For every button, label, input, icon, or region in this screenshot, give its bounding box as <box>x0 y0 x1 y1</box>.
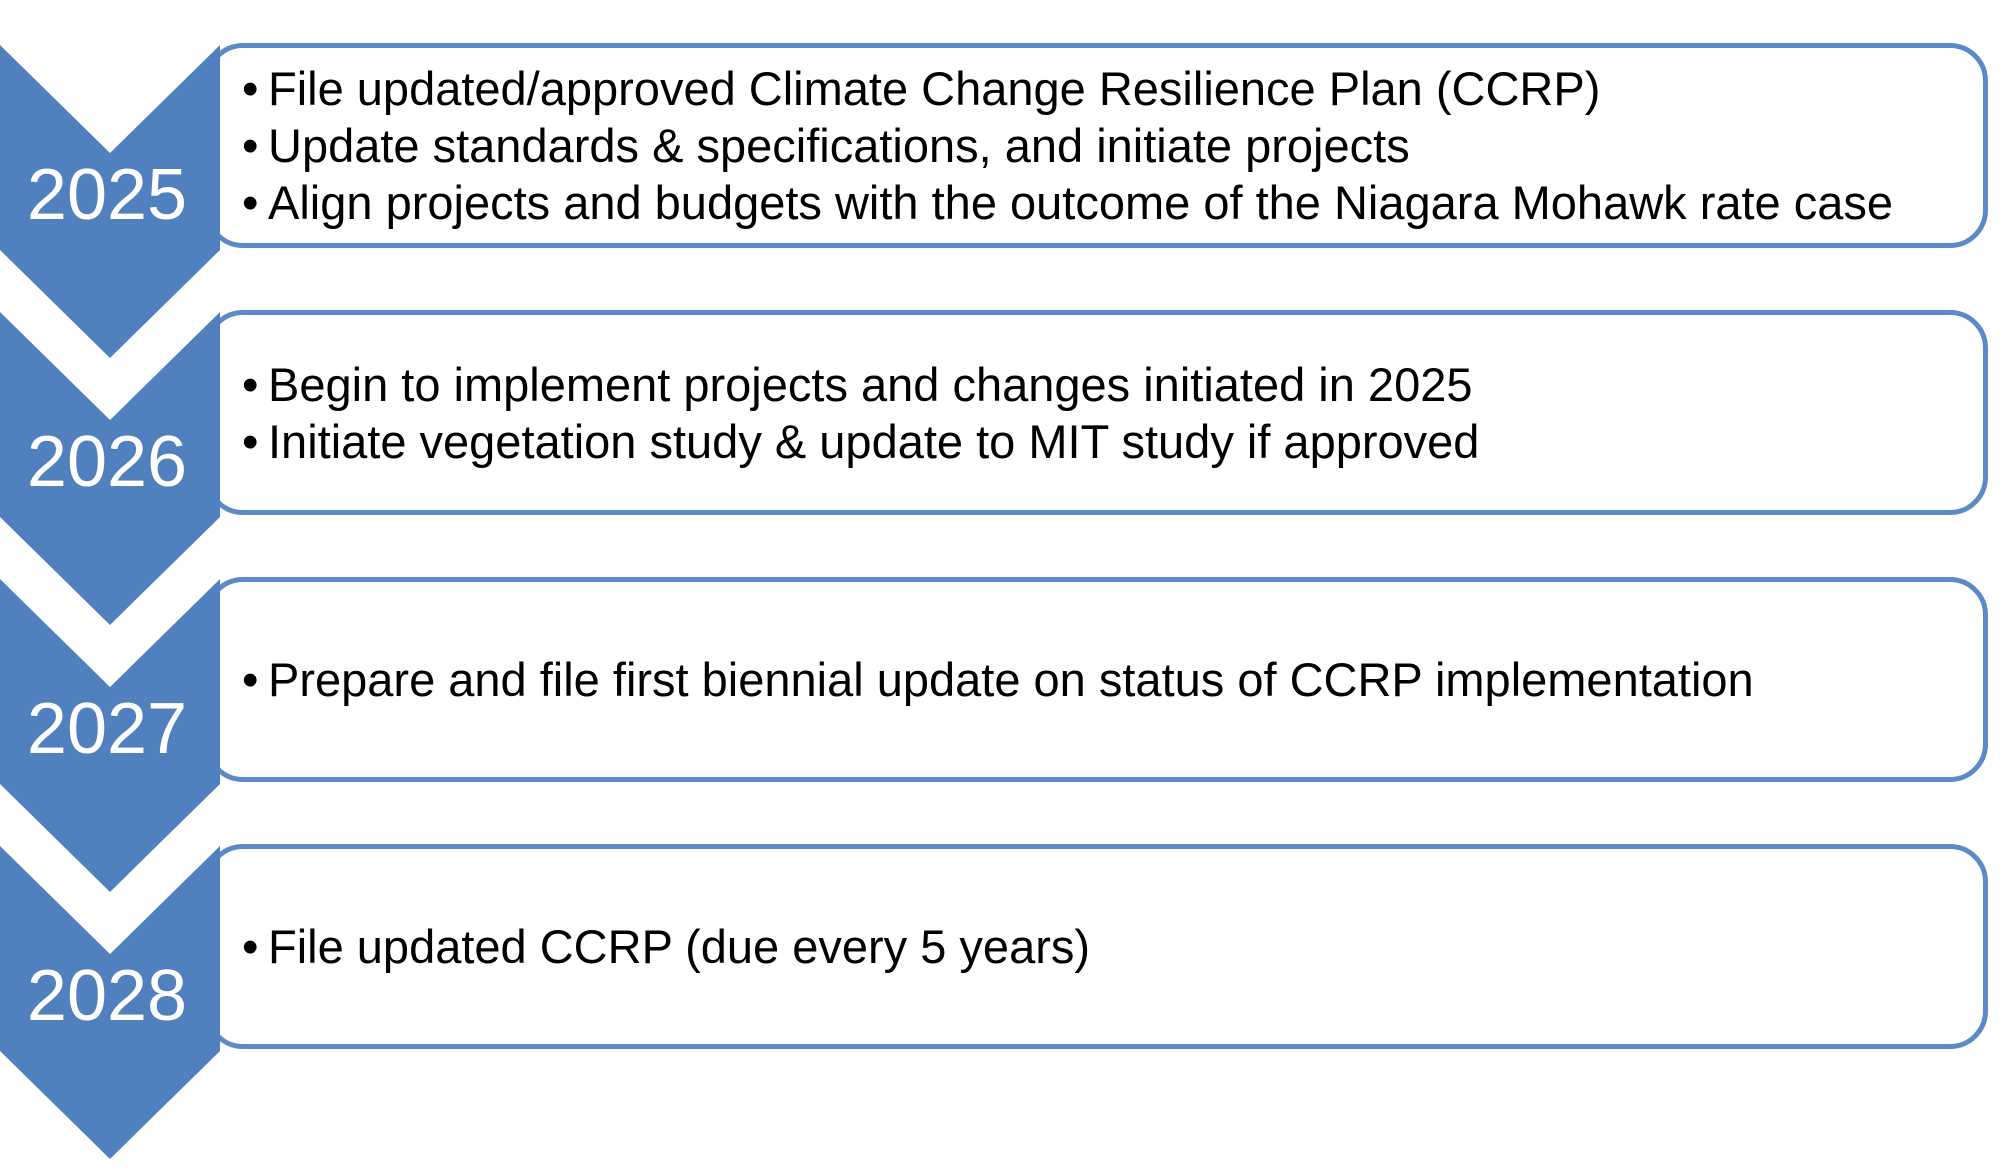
bullet-text: Align projects and budgets with the outc… <box>268 176 1894 229</box>
bullet-text: File updated CCRP (due every 5 years) <box>268 920 1091 973</box>
bullet-marker: • <box>242 176 259 229</box>
milestone-box-2025: • File updated/approved Climate Change R… <box>205 43 1988 248</box>
bullet-marker: • <box>242 357 259 411</box>
bullet-item: • Begin to implement projects and change… <box>242 356 1943 413</box>
year-chevron-2025: 2025 <box>0 45 220 358</box>
bullet-item: • Align projects and budgets with the ou… <box>242 174 1943 231</box>
year-label: 2028 <box>26 956 188 1036</box>
bullet-marker: • <box>242 62 259 115</box>
year-chevron-2028: 2028 <box>0 846 220 1159</box>
bullet-text: Update standards & specifications, and i… <box>268 119 1410 172</box>
bullet-marker: • <box>242 653 259 706</box>
bullet-item: • Prepare and file first biennial update… <box>242 651 1943 708</box>
year-label: 2026 <box>26 422 188 502</box>
milestone-box-2026: • Begin to implement projects and change… <box>205 310 1988 515</box>
year-label: 2025 <box>26 155 188 235</box>
year-label: 2027 <box>26 689 188 769</box>
bullet-text: Prepare and file first biennial update o… <box>268 653 1754 706</box>
year-chevron-2026: 2026 <box>0 312 220 625</box>
milestone-box-2028: • File updated CCRP (due every 5 years) <box>205 844 1988 1049</box>
bullet-item: • File updated/approved Climate Change R… <box>242 60 1943 117</box>
bullet-text: File updated/approved Climate Change Res… <box>268 62 1601 115</box>
year-chevron-2027: 2027 <box>0 579 220 892</box>
bullet-text: Begin to implement projects and changes … <box>268 357 1473 411</box>
bullet-text: Initiate vegetation study & update to MI… <box>268 414 1480 468</box>
milestone-box-2027: • Prepare and file first biennial update… <box>205 577 1988 782</box>
bullet-marker: • <box>242 119 259 172</box>
bullet-item: • Initiate vegetation study & update to … <box>242 413 1943 470</box>
bullet-marker: • <box>242 414 259 468</box>
bullet-marker: • <box>242 920 259 973</box>
bullet-item: • Update standards & specifications, and… <box>242 117 1943 174</box>
bullet-item: • File updated CCRP (due every 5 years) <box>242 918 1943 975</box>
